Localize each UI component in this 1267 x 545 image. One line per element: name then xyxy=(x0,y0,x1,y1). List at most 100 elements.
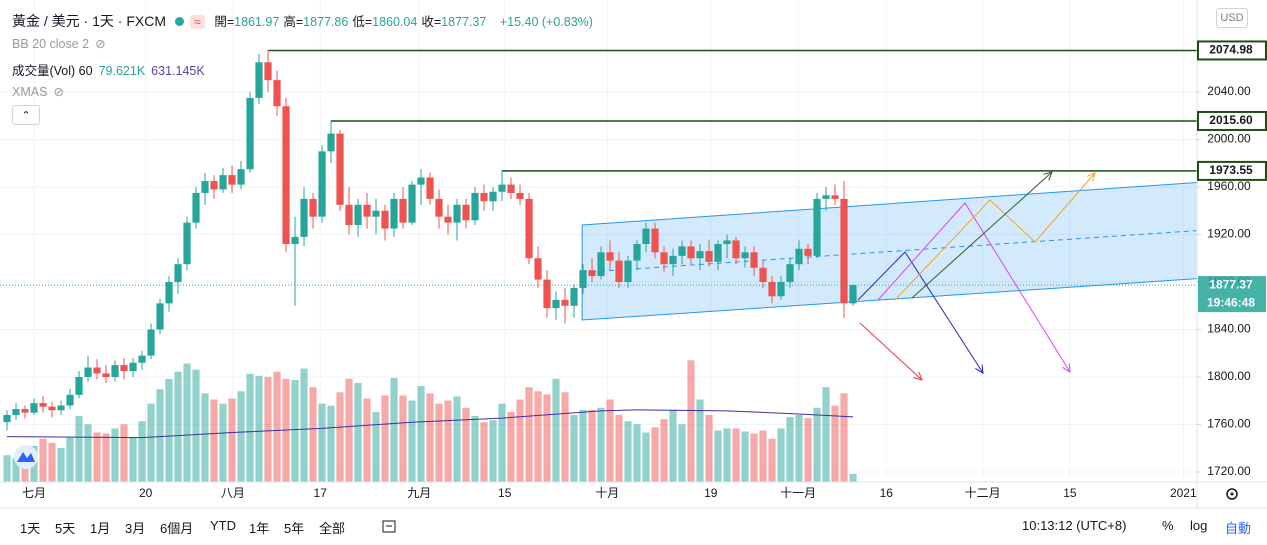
range-button[interactable]: 1月 xyxy=(90,521,111,536)
range-button[interactable]: YTD xyxy=(210,518,236,533)
range-button[interactable]: 全部 xyxy=(319,521,346,536)
currency-button[interactable]: USD xyxy=(1216,8,1248,28)
candle-body xyxy=(273,80,281,107)
volume-bar xyxy=(768,438,776,482)
candle-body xyxy=(210,181,218,190)
range-button[interactable]: 5天 xyxy=(55,521,76,536)
volume-bar xyxy=(462,407,470,482)
volume-bar xyxy=(660,419,668,482)
volume-bar xyxy=(210,399,218,482)
candle-body xyxy=(381,210,389,229)
candle-body xyxy=(831,195,839,199)
candle-body xyxy=(849,285,857,304)
candle-body xyxy=(435,198,443,217)
x-tick-label: 七月 xyxy=(22,486,46,500)
arrow xyxy=(911,172,1052,299)
candle-body xyxy=(615,260,623,282)
volume-ma-line xyxy=(7,409,854,439)
volume-bar xyxy=(147,403,155,482)
candle-body xyxy=(345,204,353,225)
volume-bar xyxy=(372,411,380,482)
candle-body xyxy=(102,373,110,377)
volume-bar xyxy=(705,414,713,482)
range-button[interactable]: 5年 xyxy=(284,521,305,536)
volume-bar xyxy=(165,378,173,482)
volume-bar xyxy=(543,394,551,482)
candle-body xyxy=(39,403,47,407)
volume-bar xyxy=(678,424,686,482)
candle-body xyxy=(606,252,614,261)
volume-bar xyxy=(840,393,848,482)
range-button[interactable]: 1年 xyxy=(249,521,270,536)
volume-bar xyxy=(750,433,758,482)
candle-body xyxy=(552,299,560,309)
volume-bar xyxy=(570,414,578,482)
axis-option[interactable]: log xyxy=(1190,518,1208,533)
indicator-name: XMAS xyxy=(12,85,48,99)
change-label: +15.40 (+0.83%) xyxy=(499,15,593,29)
candle-body xyxy=(741,252,749,259)
range-button[interactable]: 1天 xyxy=(20,521,41,536)
volume-bar xyxy=(471,416,479,482)
axis-option[interactable]: 自動 xyxy=(1225,521,1252,536)
candle-body xyxy=(48,406,56,411)
logo-mark xyxy=(17,452,35,462)
symbol-title: 黃金 / 美元 · 1天 · FXCM xyxy=(12,13,166,29)
candle-body xyxy=(183,222,191,265)
candle-body xyxy=(750,252,758,268)
candle-body xyxy=(696,251,704,259)
candle-body xyxy=(795,248,803,265)
level-label: 2015.60 xyxy=(1209,113,1253,127)
candle-body xyxy=(246,97,254,170)
price-label: 1877.37 xyxy=(1209,277,1253,291)
ohlc-label: 收= xyxy=(421,15,442,29)
volume-bar xyxy=(219,403,227,482)
axis-option[interactable]: % xyxy=(1162,518,1174,533)
volume-bar xyxy=(381,395,389,482)
gear-icon[interactable] xyxy=(1226,488,1238,500)
volume-bar xyxy=(408,400,416,482)
volume-bar xyxy=(183,363,191,482)
volume-bar xyxy=(489,420,497,482)
legend-main: 黃金 / 美元 · 1天 · FXCM ≈ 開=1861.97 高=1877.86… xyxy=(12,11,599,31)
candle-body xyxy=(21,409,29,413)
candle-body xyxy=(174,264,182,282)
hidden-icon[interactable]: ⊘ xyxy=(53,85,64,99)
volume-value: 79.621K xyxy=(98,64,146,78)
volume-bar xyxy=(345,378,353,482)
range-button[interactable]: 6個月 xyxy=(160,521,194,536)
candle-body xyxy=(228,175,236,185)
candle-body xyxy=(282,106,290,244)
volume-bar xyxy=(57,447,65,482)
compare-icon[interactable] xyxy=(382,520,396,533)
candle-body xyxy=(768,281,776,297)
x-tick-label: 15 xyxy=(1063,486,1077,500)
candle-body xyxy=(291,236,299,244)
hidden-icon[interactable]: ⊘ xyxy=(95,37,106,51)
volume-bar xyxy=(813,407,821,482)
candle-body xyxy=(237,169,245,185)
collapse-button[interactable]: ⌃ xyxy=(12,105,40,125)
candle-body xyxy=(525,198,533,259)
volume-bar xyxy=(75,416,83,482)
range-button[interactable]: 3月 xyxy=(125,521,146,536)
candle-body xyxy=(534,258,542,280)
volume-bar xyxy=(399,395,407,482)
arrow xyxy=(857,251,983,373)
candle-body xyxy=(651,228,659,253)
candle-body xyxy=(12,409,20,416)
candle-body xyxy=(723,240,731,244)
volume-bar xyxy=(300,368,308,482)
candle-body xyxy=(300,198,308,237)
candle-body xyxy=(678,246,686,256)
volume-bar xyxy=(480,422,488,482)
y-tick-label: 2000.00 xyxy=(1207,132,1251,146)
candle-body xyxy=(687,246,695,259)
volume-bar xyxy=(39,438,47,482)
candle-body xyxy=(426,177,434,199)
ohlc-label: 高= xyxy=(283,15,304,29)
drawings xyxy=(857,172,1095,380)
volume-bar xyxy=(732,428,740,482)
level-label: 1973.55 xyxy=(1209,163,1253,177)
